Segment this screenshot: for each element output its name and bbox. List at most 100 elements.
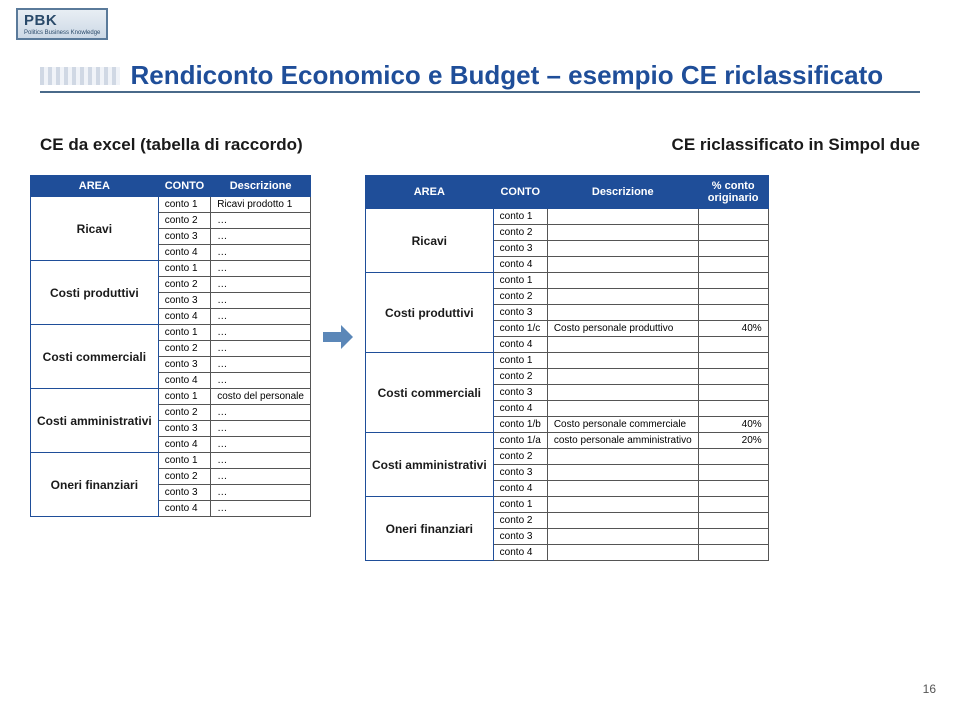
pct-cell <box>698 385 768 401</box>
conto-cell: conto 4 <box>158 373 211 389</box>
conto-cell: conto 4 <box>158 309 211 325</box>
pct-cell <box>698 529 768 545</box>
arrow-column <box>323 175 353 349</box>
left-table-wrap: AREA CONTO Descrizione Ricaviconto 1Rica… <box>30 175 311 517</box>
table-row: Oneri finanziariconto 1… <box>31 453 311 469</box>
table-row: Costi produttiviconto 1 <box>365 273 768 289</box>
desc-cell <box>547 241 698 257</box>
area-cell: Oneri finanziari <box>31 453 159 517</box>
desc-cell: costo personale amministrativo <box>547 433 698 449</box>
th-area: AREA <box>365 176 493 209</box>
desc-cell: Ricavi prodotto 1 <box>211 197 311 213</box>
left-table: AREA CONTO Descrizione Ricaviconto 1Rica… <box>30 175 311 517</box>
table-row: Costi commercialiconto 1 <box>365 353 768 369</box>
conto-cell: conto 1 <box>158 389 211 405</box>
table-row: Costi commercialiconto 1… <box>31 325 311 341</box>
conto-cell: conto 3 <box>158 293 211 309</box>
pct-cell <box>698 465 768 481</box>
conto-cell: conto 1 <box>493 353 547 369</box>
desc-cell <box>547 529 698 545</box>
logo-main: PBK <box>24 12 100 29</box>
desc-cell: … <box>211 469 311 485</box>
pct-cell <box>698 353 768 369</box>
pct-cell <box>698 481 768 497</box>
conto-cell: conto 1 <box>493 273 547 289</box>
pct-cell <box>698 257 768 273</box>
desc-cell <box>547 225 698 241</box>
area-cell: Ricavi <box>31 197 159 261</box>
conto-cell: conto 1 <box>158 197 211 213</box>
table-row: Costi amministrativiconto 1costo del per… <box>31 389 311 405</box>
pct-cell <box>698 401 768 417</box>
conto-cell: conto 3 <box>158 229 211 245</box>
table-row: Costi produttiviconto 1… <box>31 261 311 277</box>
conto-cell: conto 2 <box>158 405 211 421</box>
desc-cell <box>547 513 698 529</box>
desc-cell: … <box>211 357 311 373</box>
conto-cell: conto 3 <box>158 485 211 501</box>
conto-cell: conto 4 <box>158 501 211 517</box>
table-row: Ricaviconto 1 <box>365 209 768 225</box>
desc-cell <box>547 401 698 417</box>
right-table-wrap: AREA CONTO Descrizione % conto originari… <box>365 175 769 561</box>
conto-cell: conto 2 <box>493 225 547 241</box>
desc-cell: … <box>211 501 311 517</box>
desc-cell: … <box>211 421 311 437</box>
right-table: AREA CONTO Descrizione % conto originari… <box>365 175 769 561</box>
desc-cell: … <box>211 277 311 293</box>
desc-cell: … <box>211 485 311 501</box>
desc-cell: … <box>211 437 311 453</box>
conto-cell: conto 1/c <box>493 321 547 337</box>
title-block: Rendiconto Economico e Budget – esempio … <box>40 60 920 93</box>
subtitle-row: CE da excel (tabella di raccordo) CE ric… <box>40 135 920 155</box>
th-conto: CONTO <box>158 176 211 197</box>
desc-cell: … <box>211 373 311 389</box>
pct-cell <box>698 513 768 529</box>
desc-cell <box>547 353 698 369</box>
desc-cell: costo del personale <box>211 389 311 405</box>
conto-cell: conto 1 <box>158 261 211 277</box>
conto-cell: conto 2 <box>493 513 547 529</box>
page-title: Rendiconto Economico e Budget – esempio … <box>130 60 883 90</box>
desc-cell: … <box>211 229 311 245</box>
desc-cell: … <box>211 293 311 309</box>
subtitle-right: CE riclassificato in Simpol due <box>672 135 920 155</box>
th-desc: Descrizione <box>211 176 311 197</box>
conto-cell: conto 2 <box>158 341 211 357</box>
table-row: Ricaviconto 1Ricavi prodotto 1 <box>31 197 311 213</box>
th-desc: Descrizione <box>547 176 698 209</box>
desc-cell <box>547 481 698 497</box>
th-area: AREA <box>31 176 159 197</box>
desc-cell: … <box>211 261 311 277</box>
table-row: Oneri finanziariconto 1 <box>365 497 768 513</box>
arrow-icon <box>323 325 353 349</box>
area-cell: Costi amministrativi <box>31 389 159 453</box>
page-number: 16 <box>923 682 936 696</box>
desc-cell: … <box>211 405 311 421</box>
conto-cell: conto 3 <box>493 529 547 545</box>
desc-cell <box>547 465 698 481</box>
conto-cell: conto 1 <box>493 497 547 513</box>
conto-cell: conto 4 <box>493 337 547 353</box>
pct-cell: 40% <box>698 321 768 337</box>
conto-cell: conto 1 <box>493 209 547 225</box>
conto-cell: conto 4 <box>493 257 547 273</box>
conto-cell: conto 1/b <box>493 417 547 433</box>
conto-cell: conto 3 <box>158 421 211 437</box>
desc-cell <box>547 209 698 225</box>
conto-cell: conto 3 <box>493 241 547 257</box>
pct-cell <box>698 337 768 353</box>
desc-cell: Costo personale produttivo <box>547 321 698 337</box>
conto-cell: conto 2 <box>493 369 547 385</box>
conto-cell: conto 2 <box>493 449 547 465</box>
pct-cell <box>698 273 768 289</box>
conto-cell: conto 4 <box>493 545 547 561</box>
area-cell: Costi produttivi <box>365 273 493 353</box>
conto-cell: conto 3 <box>493 305 547 321</box>
pct-cell <box>698 241 768 257</box>
pct-cell <box>698 545 768 561</box>
desc-cell <box>547 497 698 513</box>
desc-cell: … <box>211 453 311 469</box>
logo: PBK Politics Business Knowledge <box>16 8 108 40</box>
conto-cell: conto 4 <box>493 401 547 417</box>
